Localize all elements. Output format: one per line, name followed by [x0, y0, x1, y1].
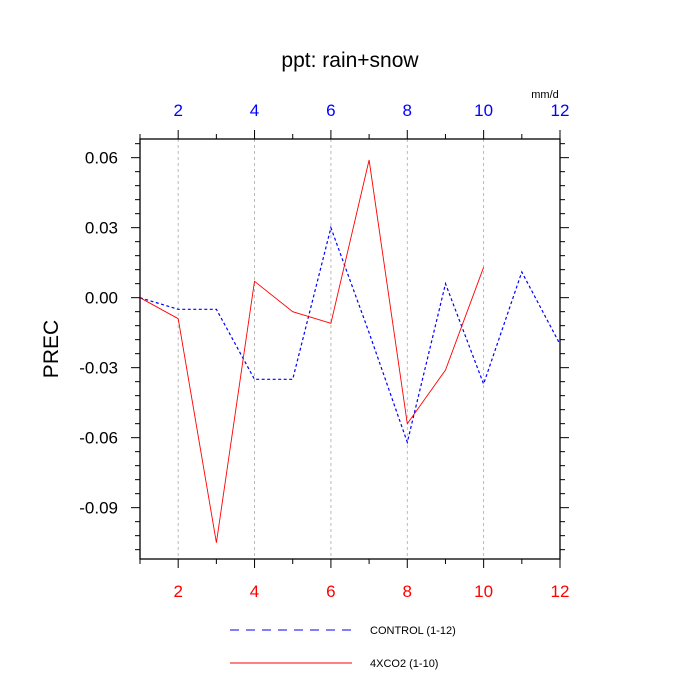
y-tick-label: -0.03 [79, 359, 118, 378]
x-tick-label-top: 4 [250, 101, 259, 120]
x-tick-label-bottom: 8 [403, 582, 412, 601]
y-tick-label: -0.06 [79, 429, 118, 448]
legend: CONTROL (1-12) 4XCO2 (1-10) [230, 625, 456, 670]
legend-label-4xco2: 4XCO2 (1-10) [370, 658, 438, 670]
grid [177, 139, 485, 559]
y-axis-label: PREC [40, 320, 63, 378]
tick-labels: 2 2 4 4 6 6 8 8 10 10 12 12 0.06 0.03 0.00 -0.03 -0.06 -0… [79, 101, 569, 601]
chart-title: ppt: rain+snow [281, 49, 419, 72]
series-layer [139, 159, 561, 543]
x-tick-label-top: 10 [474, 101, 493, 120]
x-tick-label-bottom: 10 [474, 582, 493, 601]
x-tick-label-bottom: 6 [326, 582, 335, 601]
x-tick-label-bottom: 2 [173, 582, 182, 601]
y-tick-label: 0.06 [85, 149, 118, 168]
series-line-control [139, 225, 561, 445]
y-tick-label: 0.00 [85, 289, 118, 308]
ticks [131, 130, 569, 568]
y-tick-label: 0.03 [85, 219, 118, 238]
x-tick-label-bottom: 4 [250, 582, 259, 601]
plot-frame [139, 138, 561, 560]
series-line-4xco2 [139, 159, 485, 543]
x-tick-label-top: 8 [403, 101, 412, 120]
x-tick-label-bottom: 12 [551, 582, 570, 601]
x-tick-label-top: 2 [173, 101, 182, 120]
x-tick-label-top: 6 [326, 101, 335, 120]
legend-label-control: CONTROL (1-12) [370, 625, 456, 637]
x-tick-label-top: 12 [551, 101, 570, 120]
y-tick-label: -0.09 [79, 499, 118, 518]
top-axis-units: mm/d [531, 89, 559, 101]
